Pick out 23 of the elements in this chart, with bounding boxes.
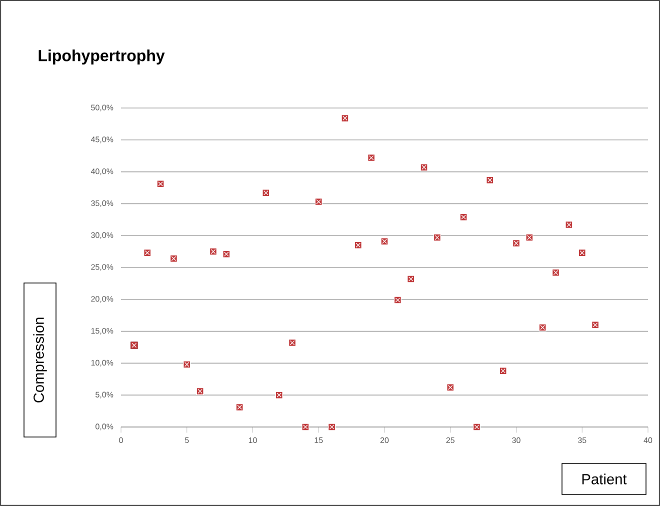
y-axis-title: Compression [33,318,47,402]
x-axis-title: Patient [582,474,627,484]
chart-title: Lipohypertrophy [38,50,165,64]
x-tick-label: 15 [314,437,323,443]
y-tick-label: 10,0% [91,360,114,366]
x-tick-label: 10 [248,437,257,444]
y-tick-label: 20,0% [91,296,114,303]
y-tick-label: 50,0% [91,104,114,112]
x-tick-label: 0 [119,437,123,444]
y-tick-label: 45,0% [90,136,114,144]
y-tick-label: 5,0% [96,392,114,398]
x-tick-label: 20 [380,437,389,444]
x-tick-label: 40 [644,437,652,444]
x-tick-label: 30 [512,437,520,444]
y-tick-label: 35,0% [91,200,114,207]
x-tick-label: 35 [578,437,586,444]
x-tick-label: 25 [446,437,454,444]
x-tick-label: 5 [184,437,189,443]
y-tick-label: 25,0% [91,264,114,271]
y-tick-label: 0,0% [96,424,114,430]
y-tick-label: 15,0% [91,328,114,335]
y-tick-label: 40,0% [90,168,114,176]
y-tick-label: 30,0% [91,232,114,239]
